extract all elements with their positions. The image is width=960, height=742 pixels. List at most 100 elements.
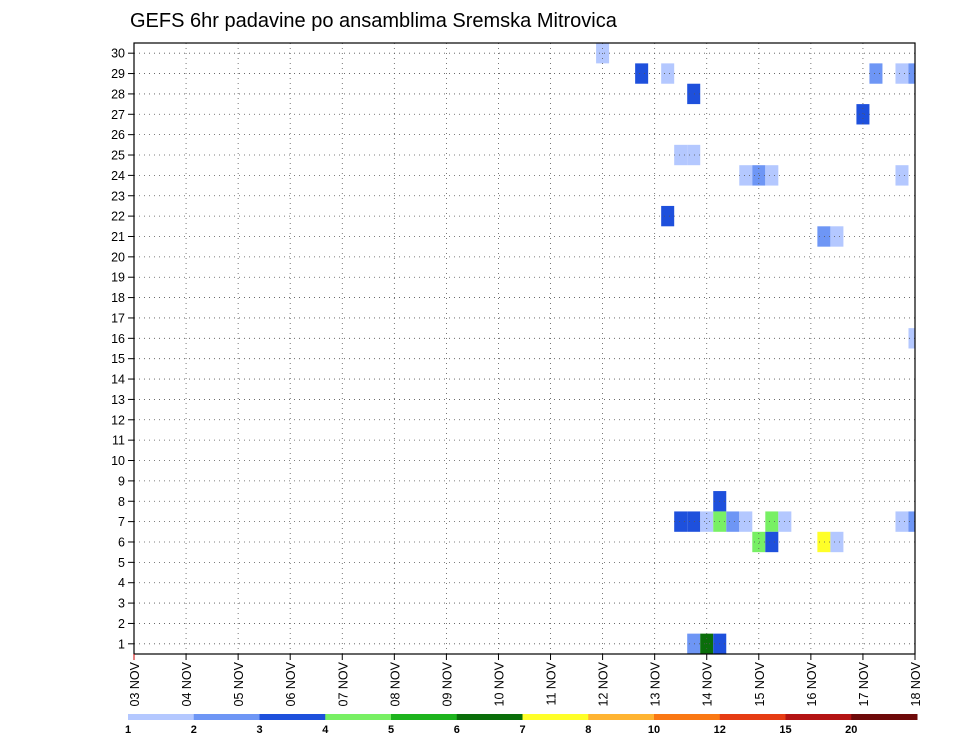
y-tick-label: 14 bbox=[111, 373, 125, 387]
x-tick-label: 09 NOV bbox=[440, 661, 454, 706]
x-tick-label: 11 NOV bbox=[545, 661, 559, 705]
x-tick-label: 10 NOV bbox=[492, 661, 506, 706]
heatmap-cell bbox=[635, 63, 649, 84]
heatmap-cell bbox=[752, 165, 766, 186]
y-tick-label: 10 bbox=[111, 454, 125, 468]
y-tick-label: 11 bbox=[112, 434, 125, 448]
heatmap-cell bbox=[739, 511, 753, 532]
y-tick-label: 9 bbox=[118, 474, 125, 488]
legend-label: 8 bbox=[585, 724, 591, 736]
heatmap-cell bbox=[830, 226, 844, 247]
heatmap-cell bbox=[726, 511, 740, 532]
heatmap-cell bbox=[661, 63, 675, 84]
heatmap-cell bbox=[674, 511, 688, 532]
legend-label: 12 bbox=[714, 724, 726, 736]
y-tick-label: 17 bbox=[111, 311, 125, 325]
y-tick-label: 29 bbox=[111, 67, 125, 81]
legend-swatch bbox=[325, 714, 392, 720]
x-tick-label: 06 NOV bbox=[284, 661, 298, 706]
x-tick-label: 05 NOV bbox=[232, 661, 246, 706]
y-tick-label: 15 bbox=[111, 352, 125, 366]
legend-swatch bbox=[851, 714, 918, 720]
legend-swatch bbox=[259, 714, 326, 720]
x-tick-label: 15 NOV bbox=[753, 661, 767, 706]
heatmap-cell bbox=[830, 531, 844, 553]
legend-swatch bbox=[456, 714, 523, 720]
heatmap-cell bbox=[817, 531, 831, 553]
y-tick-label: 28 bbox=[111, 87, 125, 101]
y-tick-label: 25 bbox=[111, 149, 125, 163]
legend-label: 20 bbox=[845, 724, 857, 736]
legend-label: 1 bbox=[125, 724, 131, 736]
y-tick-label: 4 bbox=[118, 576, 125, 590]
y-tick-label: 30 bbox=[111, 47, 125, 61]
heatmap-cell bbox=[687, 511, 701, 532]
legend-swatch bbox=[193, 714, 260, 720]
x-tick-label: 13 NOV bbox=[649, 661, 663, 706]
x-axis: 03 NOV 04 NOV 05 NOV 06 NOV 07 NOV 08 NOV 09 N… bbox=[128, 654, 923, 706]
legend-label: 6 bbox=[454, 724, 460, 736]
heatmap-cell bbox=[856, 104, 870, 125]
heatmap-cell bbox=[908, 63, 915, 84]
legend-swatch bbox=[588, 714, 655, 720]
y-tick-label: 20 bbox=[111, 250, 125, 264]
heatmap-cell bbox=[674, 144, 688, 166]
x-tick-label: 03 NOV bbox=[128, 661, 142, 706]
legend-swatch bbox=[128, 714, 195, 720]
color-legend: 1 2 3 4 5 6 7 8 10 12 15 20 bbox=[125, 714, 918, 736]
x-tick-label: 12 NOV bbox=[597, 661, 611, 706]
heatmap-cell bbox=[817, 226, 831, 247]
y-tick-label: 16 bbox=[111, 332, 125, 346]
y-tick-label: 24 bbox=[111, 169, 125, 183]
legend-swatch bbox=[719, 714, 786, 720]
y-tick-label: 6 bbox=[118, 535, 125, 549]
y-tick-label: 22 bbox=[111, 210, 125, 224]
x-tick-label: 16 NOV bbox=[805, 661, 819, 706]
heatmap-cell bbox=[687, 83, 701, 105]
y-tick-label: 23 bbox=[111, 189, 125, 203]
heatmap-cell bbox=[908, 328, 915, 349]
heatmap-cell bbox=[752, 531, 766, 553]
y-tick-label: 1 bbox=[118, 637, 125, 651]
heatmap-cell bbox=[765, 165, 779, 186]
heatmap-cell bbox=[687, 144, 701, 166]
heatmap-cell bbox=[895, 63, 909, 84]
heatmap-cell bbox=[739, 165, 753, 186]
grid-lines bbox=[134, 43, 915, 654]
y-tick-label: 2 bbox=[118, 617, 125, 631]
y-tick-label: 8 bbox=[118, 495, 125, 509]
x-tick-label: 07 NOV bbox=[336, 661, 350, 706]
x-tick-label: 14 NOV bbox=[701, 661, 715, 706]
y-tick-label: 18 bbox=[111, 291, 125, 305]
legend-swatch bbox=[522, 714, 589, 720]
legend-label: 15 bbox=[779, 724, 791, 736]
y-tick-label: 27 bbox=[111, 108, 125, 122]
x-tick-label: 18 NOV bbox=[909, 661, 923, 706]
plot-frame bbox=[133, 42, 916, 655]
heatmap-cell bbox=[661, 205, 675, 227]
y-tick-label: 26 bbox=[111, 128, 125, 142]
legend-label: 2 bbox=[191, 724, 197, 736]
x-tick-label: 17 NOV bbox=[857, 661, 871, 706]
heatmap-cell bbox=[765, 511, 779, 532]
legend-swatch bbox=[654, 714, 721, 720]
y-tick-label: 12 bbox=[111, 413, 125, 427]
heatmap-cell bbox=[895, 165, 909, 186]
legend-label: 5 bbox=[388, 724, 394, 736]
y-tick-label: 21 bbox=[111, 230, 125, 244]
heatmap-cell bbox=[700, 511, 714, 532]
y-tick-label: 13 bbox=[111, 393, 125, 407]
chart-title: GEFS 6hr padavine po ansamblima Sremska … bbox=[130, 10, 618, 32]
x-tick-label: 08 NOV bbox=[388, 661, 402, 706]
y-tick-label: 3 bbox=[118, 597, 125, 611]
y-axis: 1234567891011121314151617181920212223242… bbox=[111, 47, 134, 651]
legend-label: 3 bbox=[256, 724, 262, 736]
heatmap-cell bbox=[895, 511, 909, 532]
heatmap-cell bbox=[908, 511, 915, 532]
heatmap-cell bbox=[765, 531, 779, 553]
legend-label: 4 bbox=[322, 724, 329, 736]
x-tick-label: 04 NOV bbox=[180, 661, 194, 706]
heatmap-cell bbox=[869, 63, 883, 84]
legend-label: 10 bbox=[648, 724, 660, 736]
